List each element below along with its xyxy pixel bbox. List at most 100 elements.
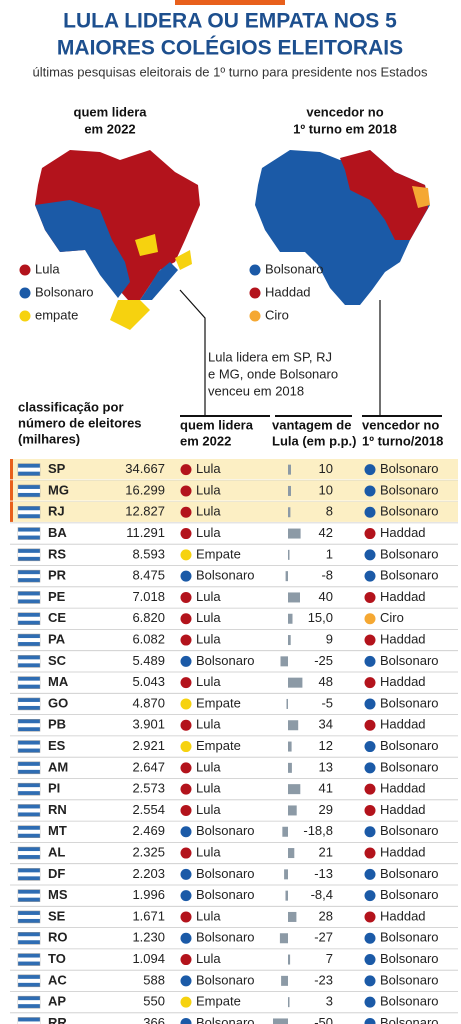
- electors: 12.827: [125, 504, 165, 519]
- column-header: (milhares): [18, 431, 80, 446]
- electors: 34.667: [125, 461, 165, 476]
- leader-dot: [180, 613, 192, 625]
- winner: Bolsonaro: [380, 653, 439, 668]
- state-flag-band: [18, 638, 40, 643]
- margin-label: -13: [314, 866, 333, 881]
- margin-bar: [288, 911, 297, 922]
- margin-label: 12: [319, 738, 333, 753]
- legend-label: Bolsonaro: [265, 261, 324, 276]
- leader: Bolsonaro: [196, 823, 255, 838]
- margin-label: -50: [314, 1015, 333, 1024]
- winner-dot: [364, 655, 376, 667]
- margin-label: -8,4: [311, 887, 333, 902]
- winner: Bolsonaro: [380, 1015, 439, 1024]
- legend-dot: [19, 264, 31, 276]
- electors: 550: [143, 994, 165, 1009]
- electors: 5.489: [132, 653, 165, 668]
- title: MAIORES COLÉGIOS ELEITORAIS: [57, 37, 403, 60]
- margin-bar: [288, 677, 303, 688]
- state-code: MS: [48, 887, 68, 902]
- margin-bar: [288, 762, 292, 773]
- leader: Lula: [196, 674, 221, 689]
- state-code: ES: [48, 738, 66, 753]
- margin-bar: [284, 869, 288, 880]
- leader-dot: [180, 485, 192, 497]
- winner: Haddad: [380, 781, 426, 796]
- margin-label: 10: [319, 482, 333, 497]
- state-flag-band: [18, 936, 40, 941]
- state-flag-band: [18, 1021, 40, 1024]
- margin-bar: [286, 698, 288, 709]
- winner: Bolsonaro: [380, 887, 439, 902]
- winner: Haddad: [380, 717, 426, 732]
- map-region: [175, 250, 192, 270]
- margin-bar: [288, 528, 301, 539]
- margin-label: 34: [319, 717, 333, 732]
- electors: 1.230: [132, 930, 165, 945]
- state-code: PE: [48, 589, 66, 604]
- column-header: número de eleitores: [18, 415, 142, 430]
- map-title: vencedor no: [306, 104, 383, 119]
- electors: 2.647: [132, 759, 165, 774]
- leader-dot: [180, 996, 192, 1008]
- winner: Haddad: [380, 589, 426, 604]
- annotation: venceu em 2018: [208, 383, 304, 398]
- state-flag-band: [18, 914, 40, 919]
- leader-dot: [180, 890, 192, 902]
- row-highlight: [10, 459, 458, 480]
- leader: Lula: [196, 525, 221, 540]
- margin-bar: [288, 741, 292, 752]
- winner: Haddad: [380, 631, 426, 646]
- margin-bar: [288, 613, 293, 624]
- electors: 16.299: [125, 482, 165, 497]
- margin-bar: [288, 784, 301, 795]
- leader: Lula: [196, 759, 221, 774]
- state-flag-band: [18, 978, 40, 983]
- leader: Bolsonaro: [196, 887, 255, 902]
- state-code: AL: [48, 844, 65, 859]
- leader-dot: [180, 847, 192, 859]
- winner-dot: [364, 868, 376, 880]
- row-marker: [10, 480, 13, 501]
- electors: 11.291: [126, 525, 165, 540]
- winner: Haddad: [380, 802, 426, 817]
- margin-bar: [282, 826, 288, 837]
- winner: Bolsonaro: [380, 738, 439, 753]
- electors: 1.996: [132, 887, 165, 902]
- margin-label: -5: [321, 695, 333, 710]
- electors: 8.593: [132, 546, 165, 561]
- leader-dot: [180, 506, 192, 518]
- margin-bar: [273, 1018, 288, 1024]
- state-flag-band: [18, 595, 40, 600]
- column-header: classificação por: [18, 399, 124, 414]
- winner: Bolsonaro: [380, 823, 439, 838]
- margin-bar: [288, 549, 290, 560]
- leader-dot: [180, 464, 192, 476]
- margin-label: -8: [321, 568, 333, 583]
- column-header: Lula (em p.p.): [272, 433, 357, 448]
- state-code: PA: [48, 631, 66, 646]
- state-flag-band: [18, 467, 40, 472]
- winner: Bolsonaro: [380, 695, 439, 710]
- state-code: PB: [48, 717, 66, 732]
- annotation: e MG, onde Bolsonaro: [208, 366, 338, 381]
- margin-label: 13: [319, 759, 333, 774]
- leader: Lula: [196, 589, 221, 604]
- leader-dot: [180, 762, 192, 774]
- column-header: em 2022: [180, 433, 231, 448]
- winner-dot: [364, 549, 376, 561]
- leader-dot: [180, 677, 192, 689]
- state-flag-band: [18, 616, 40, 621]
- margin-label: 15,0: [308, 610, 333, 625]
- winner: Bolsonaro: [380, 504, 439, 519]
- electors: 1.671: [132, 908, 165, 923]
- winner: Bolsonaro: [380, 951, 439, 966]
- state-code: GO: [48, 695, 68, 710]
- electors: 6.820: [132, 610, 165, 625]
- margin-label: 29: [319, 802, 333, 817]
- margin-bar: [288, 954, 291, 965]
- title: LULA LIDERA OU EMPATA NOS 5: [63, 10, 397, 33]
- leader: Bolsonaro: [196, 653, 255, 668]
- legend-dot: [19, 310, 31, 322]
- margin-bar: [288, 507, 291, 518]
